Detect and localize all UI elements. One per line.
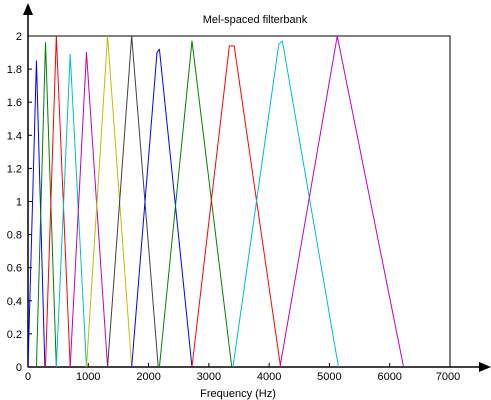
x-tick-label: 7000 [436, 371, 460, 383]
y-axis-arrow [23, 3, 33, 367]
x-tick-label: 2000 [136, 371, 160, 383]
y-tick-label: 0.8 [7, 230, 22, 242]
chart-title: Mel-spaced filterbank [203, 14, 308, 26]
y-tick-label: 0.6 [7, 263, 22, 275]
x-tick-label: 1000 [76, 371, 100, 383]
plot-area-frame [27, 35, 451, 368]
filter-line-11 [232, 40, 339, 367]
y-tick-label: 2 [16, 31, 22, 43]
filter-line-9 [158, 40, 233, 367]
filter-line-2 [35, 42, 57, 367]
x-tick-label: 0 [25, 371, 31, 383]
x-tick-label: 5000 [317, 371, 341, 383]
filter-line-4 [55, 53, 87, 367]
filter-line-3 [44, 36, 71, 367]
y-tick-label: 1.2 [7, 163, 22, 175]
filter-series [28, 36, 405, 367]
y-tick-label: 0.2 [7, 329, 22, 341]
y-tick-label: 0.4 [7, 296, 22, 308]
filter-line-10 [191, 45, 282, 367]
y-tick-labels: 0 0.2 0.4 0.6 0.8 1 1.2 1.4 1.6 1.8 2 [7, 31, 22, 374]
filter-line-7 [107, 36, 159, 367]
filter-line-1 [28, 60, 46, 367]
filter-line-5 [69, 52, 109, 367]
filter-line-6 [85, 36, 133, 367]
x-tick-labels: 0 1000 2000 3000 4000 5000 6000 7000 [25, 371, 460, 383]
y-tick-label: 1 [16, 197, 22, 209]
x-axis-arrow [28, 362, 491, 372]
x-tick-label: 3000 [197, 371, 221, 383]
y-tick-label: 1.6 [7, 97, 22, 109]
filter-line-12 [279, 36, 405, 367]
filter-line-8 [131, 48, 193, 367]
y-tick-label: 1.4 [7, 130, 22, 142]
x-axis-label: Frequency (Hz) [200, 388, 276, 400]
y-tick-label: 0 [16, 362, 22, 374]
y-tick-label: 1.8 [7, 64, 22, 76]
x-tick-label: 6000 [377, 371, 401, 383]
x-tick-label: 4000 [257, 371, 281, 383]
